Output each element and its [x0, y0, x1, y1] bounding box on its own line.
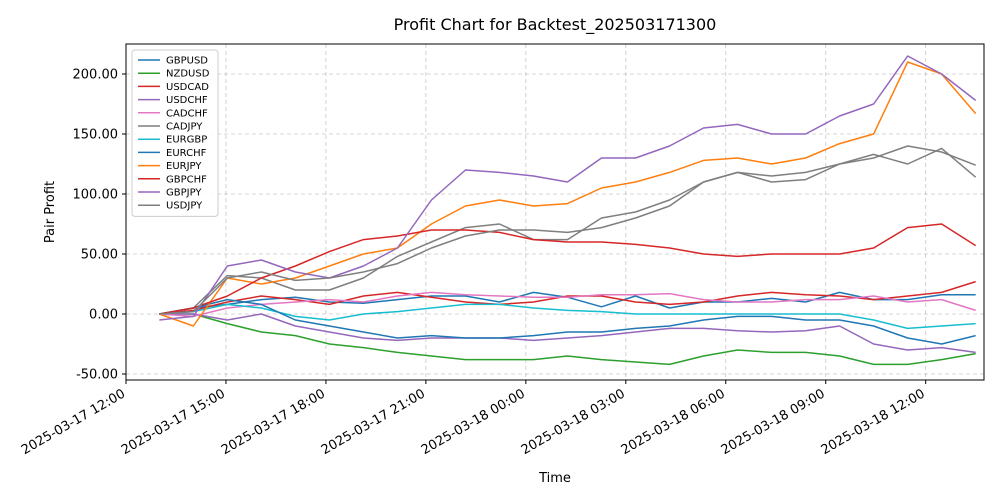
- legend-entry: EURCHF: [166, 148, 207, 159]
- legend-entry: GBPUSD: [166, 56, 208, 67]
- series-line-eurgbp: [159, 303, 976, 330]
- series-line-usdchf: [159, 313, 976, 354]
- y-tick-label: 50.00: [81, 248, 118, 263]
- y-tick-label: 150.00: [73, 128, 119, 143]
- series-line-usdjpy: [159, 145, 976, 315]
- legend-entry: NZDUSD: [166, 69, 210, 80]
- legend-entry: CADJPY: [166, 122, 203, 133]
- legend: GBPUSD NZDUSD USDCAD USDCHF CADCHF CADJPY EURG…: [131, 49, 219, 217]
- legend-entry: USDCHF: [166, 95, 208, 106]
- chart-title: Profit Chart for Backtest_202503171300: [394, 15, 717, 35]
- series-line-cadchf: [159, 291, 976, 318]
- x-axis-label: Time: [538, 471, 571, 486]
- series-line-eurjpy: [159, 61, 977, 327]
- legend-entry: GBPCHF: [166, 174, 207, 185]
- y-tick-label: -50.00: [76, 368, 118, 383]
- y-tick-label: 100.00: [73, 188, 119, 203]
- y-tick-label: 0.00: [89, 308, 118, 323]
- series-lines: [159, 55, 977, 366]
- legend-box: [131, 49, 219, 217]
- y-tick-label: 200.00: [73, 68, 119, 83]
- legend-entry: GBPJPY: [166, 188, 202, 199]
- series-line-nzdusd: [159, 313, 976, 366]
- grid: [125, 44, 984, 380]
- series-line-gbpchf: [159, 223, 977, 315]
- series-line-eurchf: [159, 298, 976, 345]
- y-axis-label: Pair Profit: [43, 181, 58, 243]
- legend-entry: USDCAD: [166, 82, 209, 93]
- legend-entry: USDJPY: [166, 201, 203, 212]
- plot-frame: [125, 43, 985, 381]
- series-line-gbpjpy: [159, 55, 977, 321]
- legend-entry: EURGBP: [166, 135, 207, 146]
- series-line-usdcad: [159, 280, 976, 315]
- legend-entry: CADCHF: [166, 108, 208, 119]
- legend-entry: EURJPY: [166, 161, 202, 172]
